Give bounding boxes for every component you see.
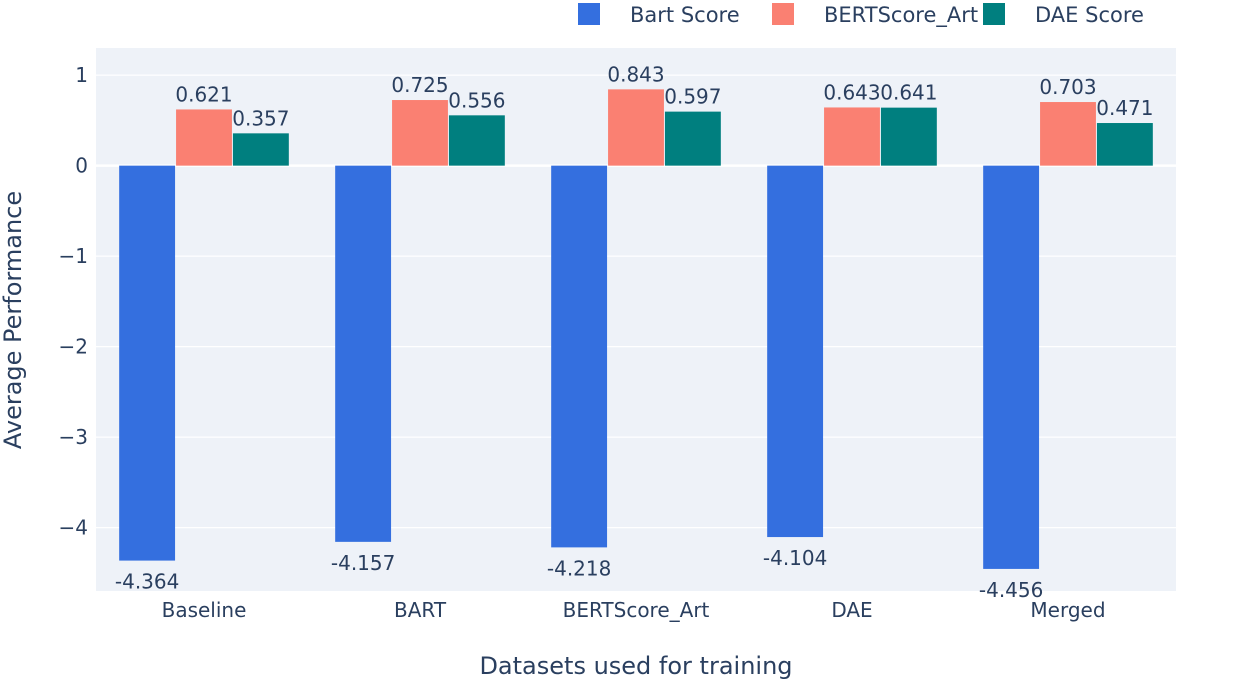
- bar: [880, 107, 937, 166]
- y-tick-label: −4: [59, 516, 88, 540]
- bar: [392, 100, 448, 166]
- data-label: 0.703: [1039, 75, 1096, 99]
- bar: [1096, 123, 1153, 166]
- data-label: -4.218: [547, 556, 611, 580]
- bar: [119, 165, 176, 561]
- legend: Bart Score BERTScore_Art DAE Score: [578, 3, 1144, 28]
- bar: [176, 109, 232, 166]
- legend-swatch[interactable]: [772, 3, 794, 25]
- x-axis-title: Datasets used for training: [479, 652, 792, 680]
- bar: [767, 165, 824, 538]
- data-label: -4.104: [763, 546, 827, 570]
- bar: [335, 165, 392, 542]
- data-label: 0.643: [823, 80, 880, 104]
- legend-label: BERTScore_Art: [824, 3, 978, 28]
- data-label: 0.556: [448, 88, 505, 112]
- bar: [824, 107, 880, 166]
- data-label: 0.641: [880, 81, 937, 105]
- data-label: 0.471: [1096, 96, 1153, 120]
- x-tick-label: BART: [394, 598, 447, 622]
- x-tick-label: Baseline: [162, 598, 247, 622]
- x-tick-label: BERTScore_Art: [563, 598, 710, 622]
- y-tick-label: 1: [75, 63, 88, 87]
- y-axis-title: Average Performance: [0, 191, 27, 449]
- bar: [1040, 102, 1096, 166]
- bars: [119, 89, 1153, 569]
- y-axis-ticks: 1 0 −1 −2 −3 −4: [59, 63, 88, 540]
- data-label: -4.364: [115, 570, 179, 594]
- y-tick-label: −3: [59, 425, 88, 449]
- bar: [664, 111, 721, 166]
- data-label: -4.157: [331, 551, 395, 575]
- data-label: 0.725: [391, 73, 448, 97]
- x-tick-label: Merged: [1030, 598, 1105, 622]
- x-axis-ticks: Baseline BART BERTScore_Art DAE Merged: [162, 598, 1106, 622]
- y-tick-label: −2: [59, 335, 88, 359]
- bar: [608, 89, 664, 166]
- data-label: 0.843: [607, 62, 664, 86]
- legend-swatch[interactable]: [983, 3, 1005, 25]
- y-tick-label: 0: [75, 154, 88, 178]
- bar: [551, 165, 608, 548]
- data-label: -4.456: [979, 578, 1043, 602]
- bar: [448, 115, 505, 166]
- data-label: 0.621: [175, 82, 232, 106]
- legend-label: Bart Score: [630, 3, 740, 27]
- y-tick-label: −1: [59, 244, 88, 268]
- bar: [232, 133, 289, 166]
- legend-label: DAE Score: [1035, 3, 1144, 27]
- bar: [983, 165, 1040, 569]
- x-tick-label: DAE: [831, 598, 872, 622]
- data-label: 0.597: [664, 85, 721, 109]
- legend-swatch[interactable]: [578, 3, 600, 25]
- data-label: 0.357: [232, 106, 289, 130]
